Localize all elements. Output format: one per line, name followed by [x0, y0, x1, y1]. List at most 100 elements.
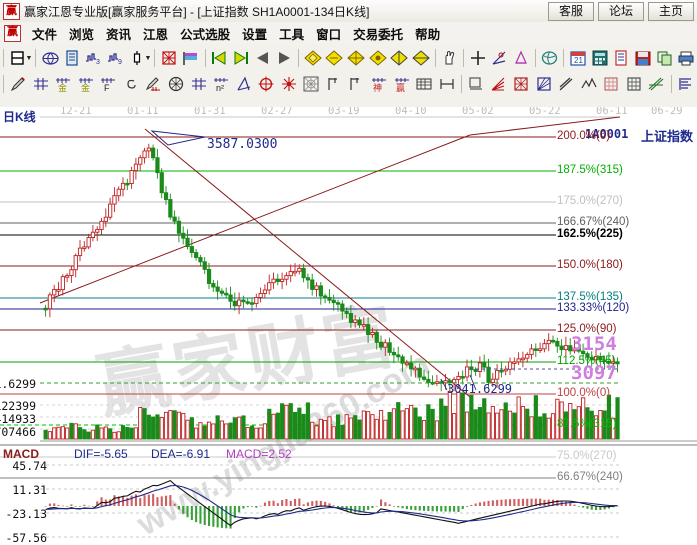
menu-item-formula-stock-pick[interactable]: 公式选股: [180, 28, 231, 42]
circle-gann-icon[interactable]: [166, 73, 187, 95]
menu-item-browse[interactable]: 浏览: [69, 28, 95, 42]
menu-item-settings[interactable]: 设置: [242, 28, 268, 42]
menu-item-trade-order[interactable]: 交易委托: [353, 28, 404, 42]
levels-icon[interactable]: [676, 73, 697, 95]
volume-bar: [249, 425, 255, 440]
calculator-icon[interactable]: [590, 47, 610, 69]
parallel-lines-icon[interactable]: [646, 73, 667, 95]
span-icon[interactable]: [436, 73, 457, 95]
period-dropdown-caret-icon[interactable]: ▼: [25, 54, 33, 62]
kline-9-icon[interactable]: 9: [105, 47, 125, 69]
customer-service-button[interactable]: 客服: [548, 2, 594, 21]
trendline-icon[interactable]: [556, 73, 577, 95]
grid-red-icon[interactable]: [601, 73, 622, 95]
candle-body: [56, 289, 61, 292]
grid-shen-icon[interactable]: 神: [369, 73, 390, 95]
macd-histogram-bar: [169, 495, 172, 506]
menu-item-window[interactable]: 窗口: [316, 28, 342, 42]
diamond1-icon[interactable]: [303, 47, 323, 69]
angle-tool-icon[interactable]: [490, 47, 510, 69]
volume-bar: [602, 410, 607, 440]
diamond6-icon[interactable]: [411, 47, 431, 69]
home-button[interactable]: 主页: [648, 2, 694, 21]
toolbar-separator: [463, 49, 464, 67]
macd-histogram-bar: [246, 506, 249, 508]
fan-f-icon[interactable]: F: [98, 73, 119, 95]
diamond3-icon[interactable]: [346, 47, 366, 69]
candle-icon[interactable]: [127, 47, 147, 69]
candle-dropdown-caret-icon[interactable]: ▼: [144, 54, 152, 62]
low-annotation-leader: [440, 374, 477, 391]
crosshair-icon[interactable]: [468, 47, 488, 69]
last-page-icon[interactable]: [231, 47, 251, 69]
save-icon[interactable]: [633, 47, 653, 69]
macd-histogram-bar: [190, 506, 193, 521]
candle-body: [60, 276, 65, 291]
measure-icon[interactable]: [324, 73, 345, 95]
gann-square-icon[interactable]: [511, 73, 532, 95]
macd-histogram-bar: [539, 498, 542, 506]
date-tick-3: 02-27: [261, 107, 293, 117]
kline-3-icon[interactable]: 3: [84, 47, 104, 69]
calendar-icon[interactable]: 21: [568, 47, 588, 69]
hand-pan-icon[interactable]: [439, 47, 459, 69]
volume-bar: [383, 419, 388, 440]
gann-fan-box-icon[interactable]: [533, 73, 554, 95]
chart-canvas[interactable]: 赢家财富 www.yingjia360.com: [0, 107, 697, 545]
grid-scale-icon[interactable]: [30, 73, 51, 95]
volume-bar: [550, 413, 556, 440]
box-tool-icon[interactable]: [466, 73, 487, 95]
angle-a-icon[interactable]: [233, 73, 254, 95]
grid-ying-icon[interactable]: 赢: [391, 73, 412, 95]
diamond2-icon[interactable]: [324, 47, 344, 69]
gann-gold2-icon[interactable]: 金: [76, 73, 97, 95]
prev-icon[interactable]: [253, 47, 273, 69]
copy-icon[interactable]: [655, 47, 675, 69]
pen-tool-icon[interactable]: [8, 73, 29, 95]
macd-histogram-bar: [66, 506, 69, 507]
candle-body: [241, 299, 246, 303]
spiral-icon[interactable]: [121, 73, 142, 95]
zigzag-icon[interactable]: [579, 73, 600, 95]
ladder-icon[interactable]: [414, 73, 435, 95]
diamond5-icon[interactable]: [389, 47, 409, 69]
gann-box-icon[interactable]: [159, 47, 179, 69]
report-icon[interactable]: [62, 47, 82, 69]
macd-histogram-bar: [289, 500, 292, 506]
menu-item-file[interactable]: 文件: [32, 28, 58, 42]
flag-icon[interactable]: [181, 47, 201, 69]
fan-red-icon[interactable]: [488, 73, 509, 95]
brain-icon[interactable]: [540, 47, 560, 69]
volume-bar: [563, 411, 569, 440]
menu-item-gann[interactable]: 江恩: [143, 28, 169, 42]
target-icon[interactable]: [256, 73, 277, 95]
fan-tool-icon[interactable]: [511, 47, 531, 69]
network-globe-icon[interactable]: [40, 47, 60, 69]
candle-body: [585, 353, 590, 358]
pencil-red-icon[interactable]: [143, 73, 164, 95]
candle-body: [426, 378, 431, 383]
vertical-ruler-icon[interactable]: [346, 73, 367, 95]
grid-dark-icon[interactable]: [624, 73, 645, 95]
candle-body: [314, 285, 319, 290]
print-icon[interactable]: [676, 47, 696, 69]
menu-item-news[interactable]: 资讯: [106, 28, 132, 42]
square-n2-icon[interactable]: n²: [211, 73, 232, 95]
period-day-icon[interactable]: [8, 47, 28, 69]
macd-histogram-bar: [513, 499, 516, 506]
forum-button[interactable]: 论坛: [598, 2, 644, 21]
gann-gold1-icon[interactable]: 金: [53, 73, 74, 95]
date-tick-1: 01-11: [127, 107, 159, 117]
volume-bar: [589, 410, 594, 440]
note-icon[interactable]: [612, 47, 632, 69]
menu-item-tools[interactable]: 工具: [279, 28, 305, 42]
spider-web-icon[interactable]: [301, 73, 322, 95]
grid2-icon[interactable]: [188, 73, 209, 95]
first-page-icon[interactable]: [209, 47, 229, 69]
star-burst-icon[interactable]: [279, 73, 300, 95]
next-icon[interactable]: [274, 47, 294, 69]
volume-bar: [198, 422, 203, 440]
menu-item-help[interactable]: 帮助: [415, 28, 441, 42]
diamond4-icon[interactable]: [368, 47, 388, 69]
macd-histogram-bar: [199, 506, 202, 524]
